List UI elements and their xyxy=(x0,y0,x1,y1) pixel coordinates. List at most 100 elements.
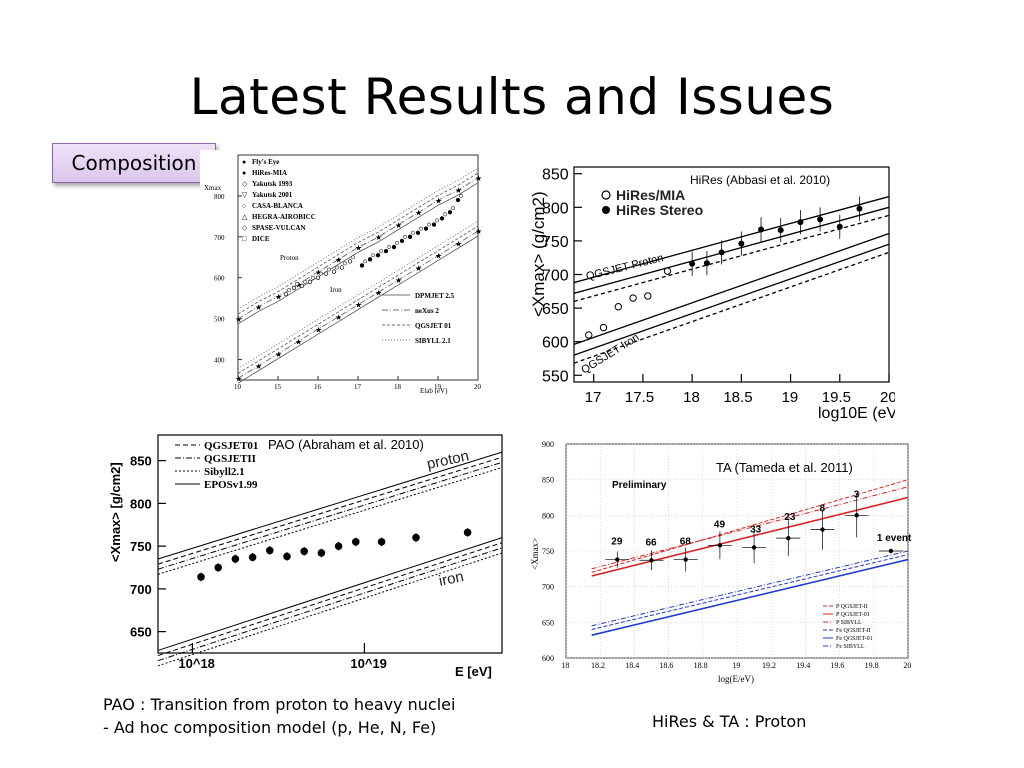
c2-xtick-label: 19 xyxy=(782,389,799,406)
c1-star-point: ★ xyxy=(375,233,382,242)
c3-data-point xyxy=(231,555,240,563)
c4-ytick-label: 600 xyxy=(542,654,554,663)
c1-data-point xyxy=(367,257,373,262)
c4-legend-label: P QGSJET-II xyxy=(836,604,868,610)
c1-data-point xyxy=(423,226,429,231)
c3-xtick-label: 10^18 xyxy=(178,656,215,671)
chart-ta: 600 650 700 750 800 850 900 18 18.2 18.4 18.6 18.8… xyxy=(528,440,918,690)
c3-legend-0: QGSJET01 xyxy=(204,440,258,452)
c3-model-line xyxy=(157,542,503,657)
c1-star-point: ★ xyxy=(375,288,382,297)
c1-data-point xyxy=(387,245,391,249)
c3-model-line xyxy=(157,451,503,560)
c1-data-point xyxy=(371,253,375,258)
c4-data-point xyxy=(615,557,620,562)
c1-model-line xyxy=(237,182,479,325)
c3-data-point xyxy=(352,538,360,546)
c2-point-stereo xyxy=(738,240,745,247)
c3-xlabel: E [eV] xyxy=(455,664,492,679)
c3-data-point xyxy=(283,552,291,561)
c1-annot-proton: Proton xyxy=(280,254,299,262)
c2-title: HiRes (Abbasi et al. 2010) xyxy=(690,173,830,187)
c1-data-point xyxy=(311,275,315,280)
c1-star-point: ★ xyxy=(315,268,322,277)
c4-legend-label: Fe SIBYLL xyxy=(836,644,865,650)
c1-model-line xyxy=(237,167,479,310)
c2-ytick-label: 750 xyxy=(542,234,569,251)
c1-model-0: DPMJET 2.5 xyxy=(415,292,455,300)
c3-legend-1: QGSJETII xyxy=(204,453,256,465)
c4-xtick-label: 18.8 xyxy=(694,661,708,670)
c2-xtick-label: 18.5 xyxy=(723,389,752,406)
c1-data-point xyxy=(363,259,367,264)
c1-ylabel: Xmax xyxy=(204,184,222,192)
c1-xtick-label: 18 xyxy=(394,383,402,391)
c1-legend-marker: □ xyxy=(242,235,247,243)
c1-star-point: ★ xyxy=(415,209,422,218)
c4-xtick-label: 18 xyxy=(561,661,569,670)
c1-ytick-label: 700 xyxy=(214,234,225,242)
c1-ytick-label: 400 xyxy=(214,357,225,365)
c2-point-stereo xyxy=(758,226,765,233)
c4-ytick-label: 900 xyxy=(542,440,554,449)
c1-data-point xyxy=(403,234,407,239)
c1-data-point xyxy=(451,206,455,211)
slide-title: Latest Results and Issues xyxy=(189,68,835,126)
composition-badge: Composition xyxy=(52,143,216,183)
c4-count-label: 49 xyxy=(714,519,726,530)
c1-data-point xyxy=(383,248,389,254)
c1-data-point xyxy=(407,234,413,239)
c4-count-label: 1 event xyxy=(877,533,912,544)
c1-ytick-label: 500 xyxy=(214,316,225,324)
c1-ytick-label: 600 xyxy=(214,275,225,283)
c1-data-point xyxy=(307,279,313,284)
c1-data-point xyxy=(291,285,297,291)
c1-star-point: ★ xyxy=(295,338,302,347)
c4-legend-label: Fe QGSJET-II xyxy=(836,628,871,634)
c2-point-stereo xyxy=(689,260,696,267)
c2-model-line xyxy=(573,243,890,356)
c3-model-line xyxy=(157,552,503,667)
c1-star-point: ★ xyxy=(315,325,322,334)
c3-model-line xyxy=(157,467,503,575)
c1-star-point: ★ xyxy=(275,293,282,302)
c1-model-line xyxy=(237,235,479,384)
c2-point-mia xyxy=(614,303,622,311)
c1-legend-marker: ▽ xyxy=(242,191,248,199)
c3-data-point xyxy=(412,533,420,542)
c4-xtick-label: 19 xyxy=(732,661,740,670)
c1-data-point xyxy=(447,210,453,215)
c3-model-line xyxy=(157,456,503,565)
c2-ytick-label: 550 xyxy=(542,368,569,385)
c1-legend-2: Yakutsk 1993 xyxy=(252,180,293,188)
c4-xtick-label: 19.6 xyxy=(830,661,844,670)
chart-pao: 650 700 750 800 850 10^18 10^19 QGSJET01 QGSJ… xyxy=(100,432,510,682)
c1-xtick-label: 15 xyxy=(274,383,282,391)
c4-data-point xyxy=(649,558,654,563)
c2-legend-marker-mia xyxy=(601,190,611,200)
c1-data-point xyxy=(419,226,423,231)
c1-model-2: QGSJET 01 xyxy=(415,322,452,330)
c1-data-point xyxy=(443,212,447,217)
c3-data-point xyxy=(248,553,257,562)
c1-model-line xyxy=(237,230,479,379)
c3-ytick-label: 850 xyxy=(130,454,152,469)
c1-star-point: ★ xyxy=(475,227,482,236)
c1-model-line xyxy=(237,177,479,320)
c1-xtick-label: 10 xyxy=(234,383,242,391)
c1-data-point xyxy=(347,259,353,264)
c2-xtick-label: 17.5 xyxy=(625,389,654,406)
c1-ytick-label: 800 xyxy=(214,193,225,201)
c3-data-point xyxy=(334,542,343,550)
c2-point-stereo xyxy=(777,227,784,234)
c1-star-point: ★ xyxy=(455,186,462,195)
c1-legend-5: HEGRA-AIROBICC xyxy=(252,213,316,221)
c1-model-line xyxy=(237,172,479,315)
c2-point-stereo xyxy=(703,260,710,267)
c4-title: TA (Tameda et al. 2011) xyxy=(716,460,853,475)
c1-star-point: ★ xyxy=(435,196,442,205)
c2-model-line xyxy=(573,232,890,345)
c1-star-point: ★ xyxy=(475,174,482,183)
c1-star-point: ★ xyxy=(435,252,442,261)
c1-star-point: ★ xyxy=(255,303,262,312)
